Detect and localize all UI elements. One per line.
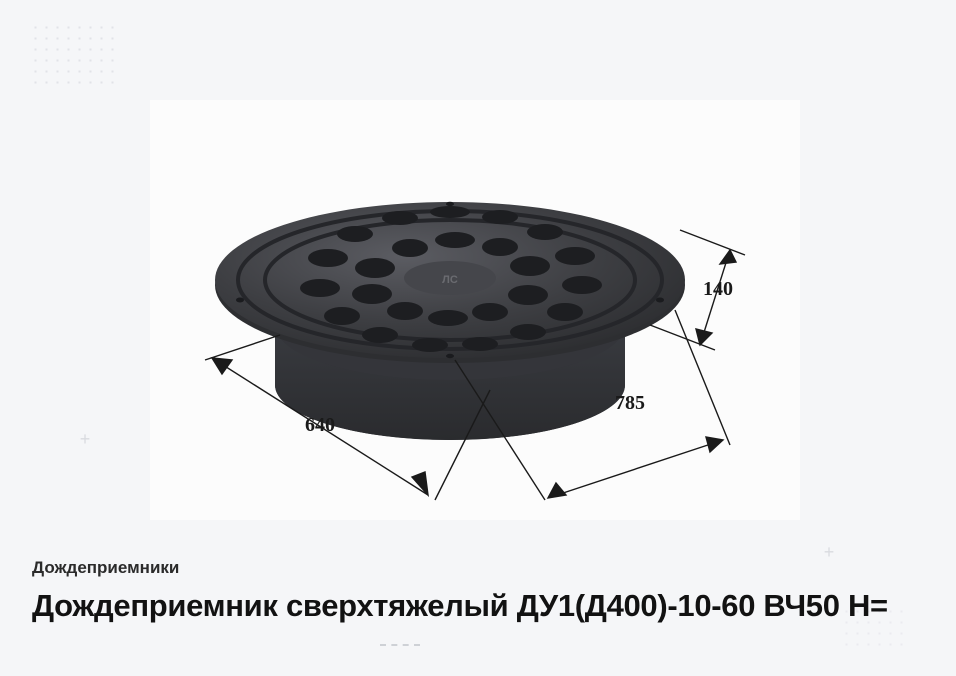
decorative-dash [380,644,420,646]
decorative-dots-top-left [30,22,120,92]
product-svg: ЛС [150,100,800,520]
dimension-height-label: 140 [703,278,733,301]
dimension-inner-label: 640 [305,414,335,437]
decorative-plus-bottom-right [822,545,836,559]
product-title: Дождеприемник сверхтяжелый ДУ1(Д400)-10-… [32,588,956,624]
product-figure: ЛС [150,100,800,520]
decorative-plus-left [78,432,92,446]
svg-text:ЛС: ЛС [442,274,458,286]
titles-block: Дождеприемники Дождеприемник сверхтяжелы… [32,558,956,624]
dimension-outer-label: 785 [615,392,645,415]
category-label: Дождеприемники [32,558,956,578]
